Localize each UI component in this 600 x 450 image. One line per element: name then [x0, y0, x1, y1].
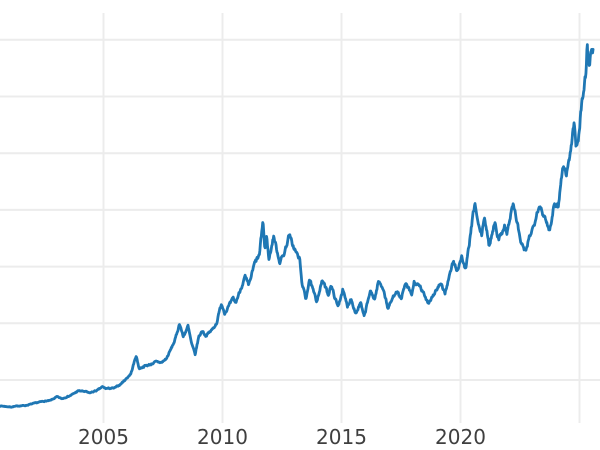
gridlines-group — [0, 13, 600, 423]
x-axis-tick-labels: 2005 2010 2015 2020 — [78, 425, 486, 449]
series-group — [0, 43, 595, 409]
x-tick-label-2010: 2010 — [197, 425, 248, 449]
x-tick-label-2020: 2020 — [435, 425, 486, 449]
x-tick-label-2015: 2015 — [316, 425, 367, 449]
x-tick-label-2005: 2005 — [78, 425, 129, 449]
price-series-line — [0, 43, 595, 409]
